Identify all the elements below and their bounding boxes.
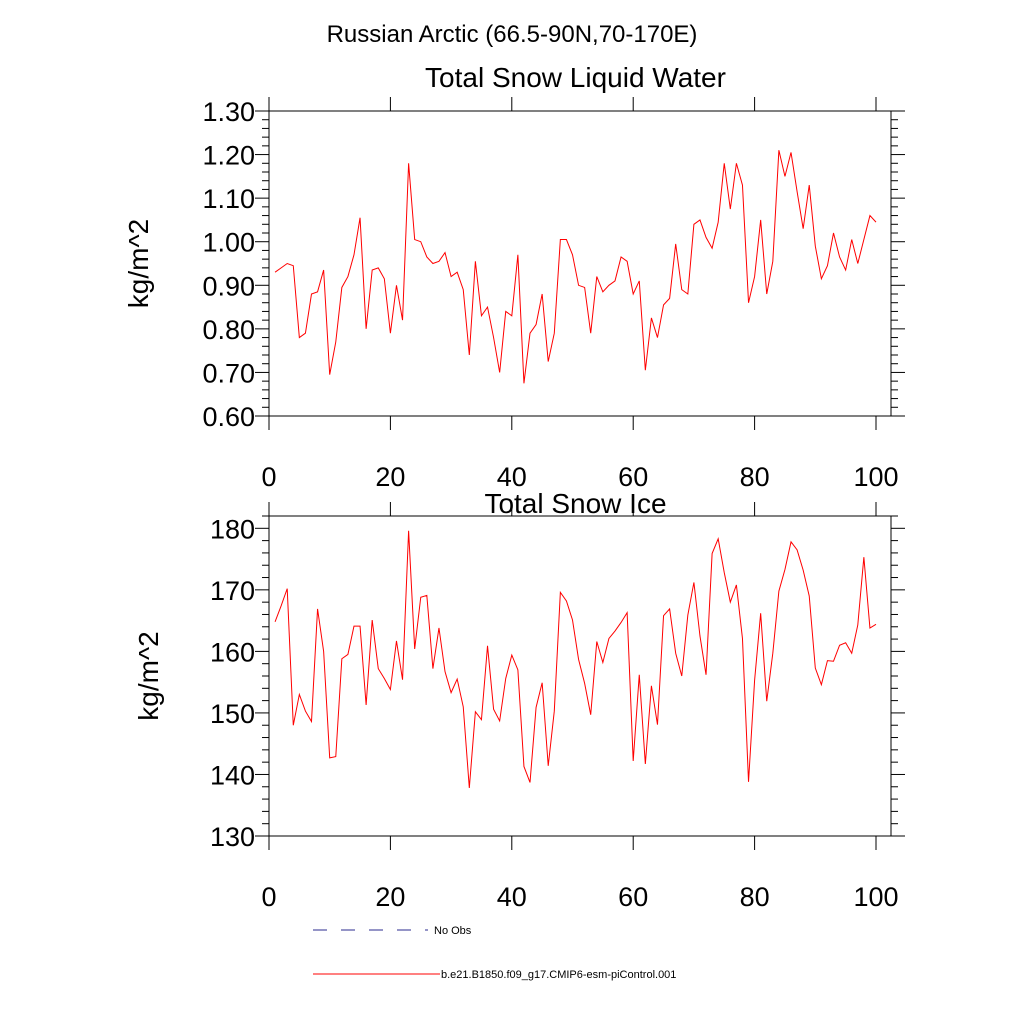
figure-title: Russian Arctic (66.5-90N,70-170E) [327,21,698,48]
y-tick-label: 160 [210,637,255,667]
y-tick-label: 170 [210,576,255,606]
panel-snow-liquid-water: Total Snow Liquid Water 0.60 0.70 0.80 0.90 1… [123,62,905,492]
series-line [274,150,877,384]
x-tick-label: 60 [618,882,648,912]
x-tick-label: 20 [375,462,405,492]
y-tick-label: 1.30 [202,97,255,127]
y-axis-label: kg/m^2 [133,631,164,720]
x-tick-label: 40 [497,462,527,492]
y-tick-label: 1.10 [202,184,255,214]
legend: No Obs b.e21.B1850.f09_g17.CMIP6-esm-piC… [313,925,676,981]
y-tick-label: 0.60 [202,402,255,432]
panel-snow-ice: Total Snow Ice 130 140 150 160 170 180 0 20 40 60 8… [133,488,905,912]
y-tick-label: 0.70 [202,358,255,388]
y-tick-label: 0.90 [202,271,255,301]
legend-label-no-obs: No Obs [434,925,472,937]
y-tick-label: 0.80 [202,315,255,345]
plot-frame [268,110,892,417]
x-tick-label: 20 [375,882,405,912]
x-tick-label: 80 [740,462,770,492]
plot-frame [268,515,892,837]
y-tick-label: 1.20 [202,141,255,171]
y-tick-label: 130 [210,822,255,852]
x-tick-label: 100 [853,882,898,912]
legend-label-model-run: b.e21.B1850.f09_g17.CMIP6-esm-piControl.… [441,969,676,981]
x-tick-label: 100 [853,462,898,492]
x-tick-label: 0 [261,882,276,912]
series-line [274,530,877,789]
chart-title: Total Snow Liquid Water [425,62,726,93]
x-tick-label: 80 [740,882,770,912]
y-tick-label: 140 [210,760,255,790]
x-tick-label: 40 [497,882,527,912]
y-tick-label: 180 [210,514,255,544]
y-axis-label: kg/m^2 [123,219,154,308]
chart-title: Total Snow Ice [484,488,666,519]
x-tick-label: 0 [261,462,276,492]
y-tick-label: 1.00 [202,228,255,258]
y-tick-label: 150 [210,699,255,729]
x-tick-label: 60 [618,462,648,492]
